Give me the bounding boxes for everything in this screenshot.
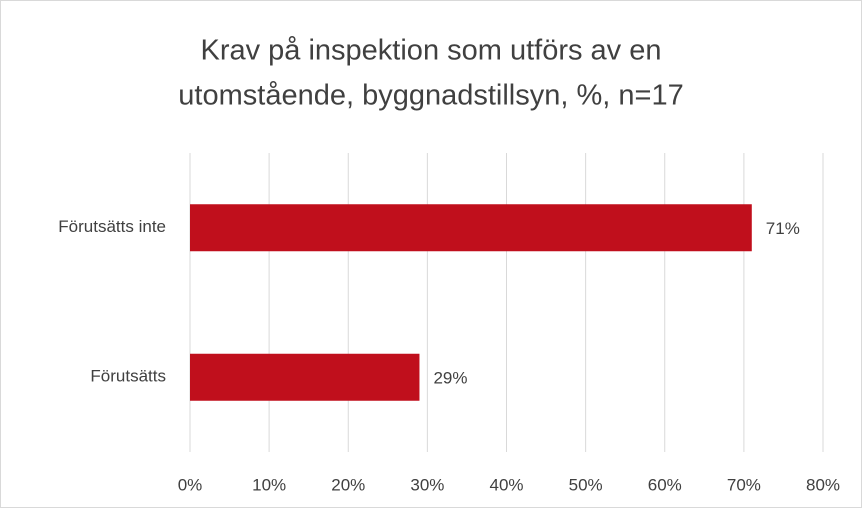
x-tick-label: 30% (410, 475, 444, 494)
x-tick-label: 10% (252, 475, 286, 494)
y-tick-label: Förutsätts inte (58, 217, 166, 236)
y-tick-label: Förutsätts (90, 367, 166, 386)
x-tick-label: 80% (806, 475, 840, 494)
bar (190, 204, 752, 252)
x-tick-label: 70% (727, 475, 761, 494)
chart-title: Krav på inspektion som utförs av en (200, 35, 661, 67)
data-label: 71% (766, 219, 800, 238)
x-tick-label: 0% (178, 475, 203, 494)
data-label: 29% (433, 369, 467, 388)
x-tick-label: 50% (569, 475, 603, 494)
bar (190, 353, 420, 401)
x-tick-label: 60% (648, 475, 682, 494)
chart-title: utomstående, byggnadstillsyn, %, n=17 (178, 80, 683, 112)
x-tick-label: 20% (331, 475, 365, 494)
x-tick-label: 40% (489, 475, 523, 494)
